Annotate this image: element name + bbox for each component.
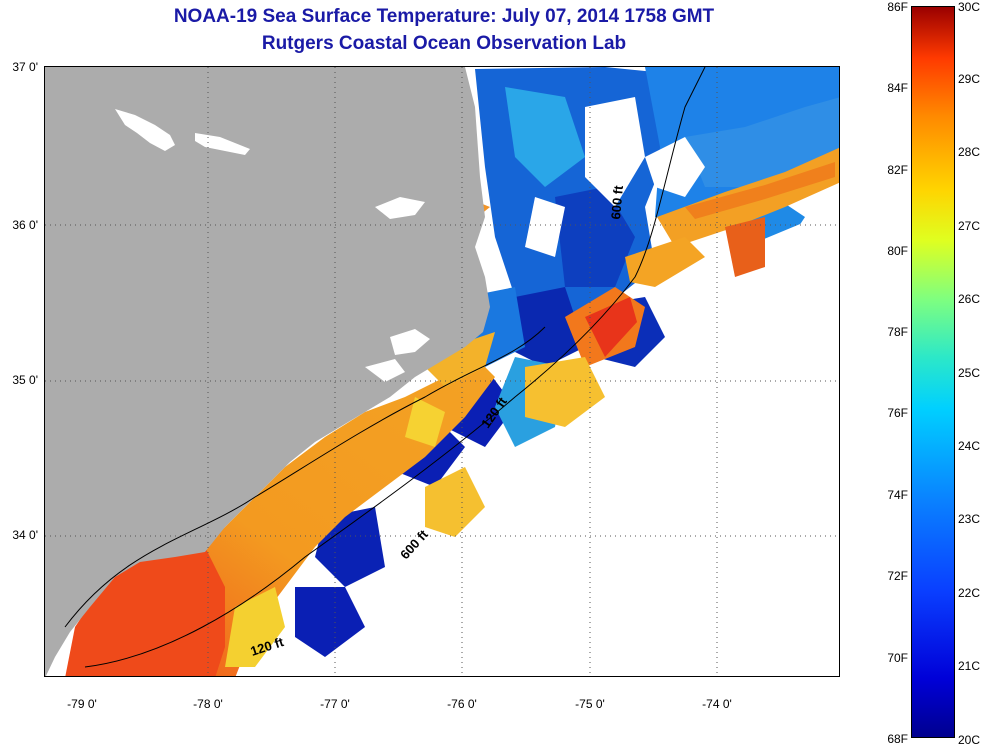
colorbar-f-74: 74F [887,488,908,502]
colorbar-f-80: 80F [887,244,908,258]
lon-label-79: -79 0' [67,697,97,711]
lon-label-75: -75 0' [575,697,605,711]
colorbar-f-84: 84F [887,81,908,95]
map-title: NOAA-19 Sea Surface Temperature: July 07… [173,6,715,27]
lat-label-35: 35 0' [12,373,38,387]
colorbar-c-25: 25C [958,366,981,380]
colorbar-f-68: 68F [887,732,908,746]
colorbar-f-78: 78F [887,325,908,339]
sst-map [45,67,839,676]
lat-label-37: 37 0' [12,60,38,74]
map-subtitle: Rutgers Coastal Ocean Observation Lab [261,33,627,54]
lon-label-76: -76 0' [447,697,477,711]
depth-contours [64,67,706,668]
cloud-gaps [465,97,839,676]
colorbar-c-27: 27C [958,219,981,233]
colorbar-c-29: 29C [958,72,981,86]
inland-water [115,109,430,382]
lat-label-34: 34 0' [12,528,38,542]
colorbar-c-20: 20C [958,733,981,747]
colorbar-c-24: 24C [958,439,981,453]
colorbar-c-28: 28C [958,145,981,159]
sst-map-panel: 120 ft 120 ft 600 ft 600 ft [44,66,840,677]
lat-label-36: 36 0' [12,218,38,232]
colorbar-c-23: 23C [958,512,981,526]
colorbar-c-21: 21C [958,659,981,673]
colorbar-f-72: 72F [887,569,908,583]
colorbar-c-30: 30C [958,0,981,14]
lon-label-77: -77 0' [320,697,350,711]
colorbar-f-86: 86F [887,0,908,14]
temperature-colorbar [911,6,955,738]
lon-label-78: -78 0' [193,697,223,711]
graticule [45,67,839,676]
lon-label-74: -74 0' [702,697,732,711]
land-mass [45,67,490,676]
sst-warm-filaments [525,147,839,427]
colorbar-f-76: 76F [887,406,908,420]
colorbar-c-22: 22C [958,586,981,600]
colorbar-f-82: 82F [887,163,908,177]
depth-label-600ft-north: 600 ft [608,184,626,221]
colorbar-c-26: 26C [958,292,981,306]
colorbar-f-70: 70F [887,651,908,665]
